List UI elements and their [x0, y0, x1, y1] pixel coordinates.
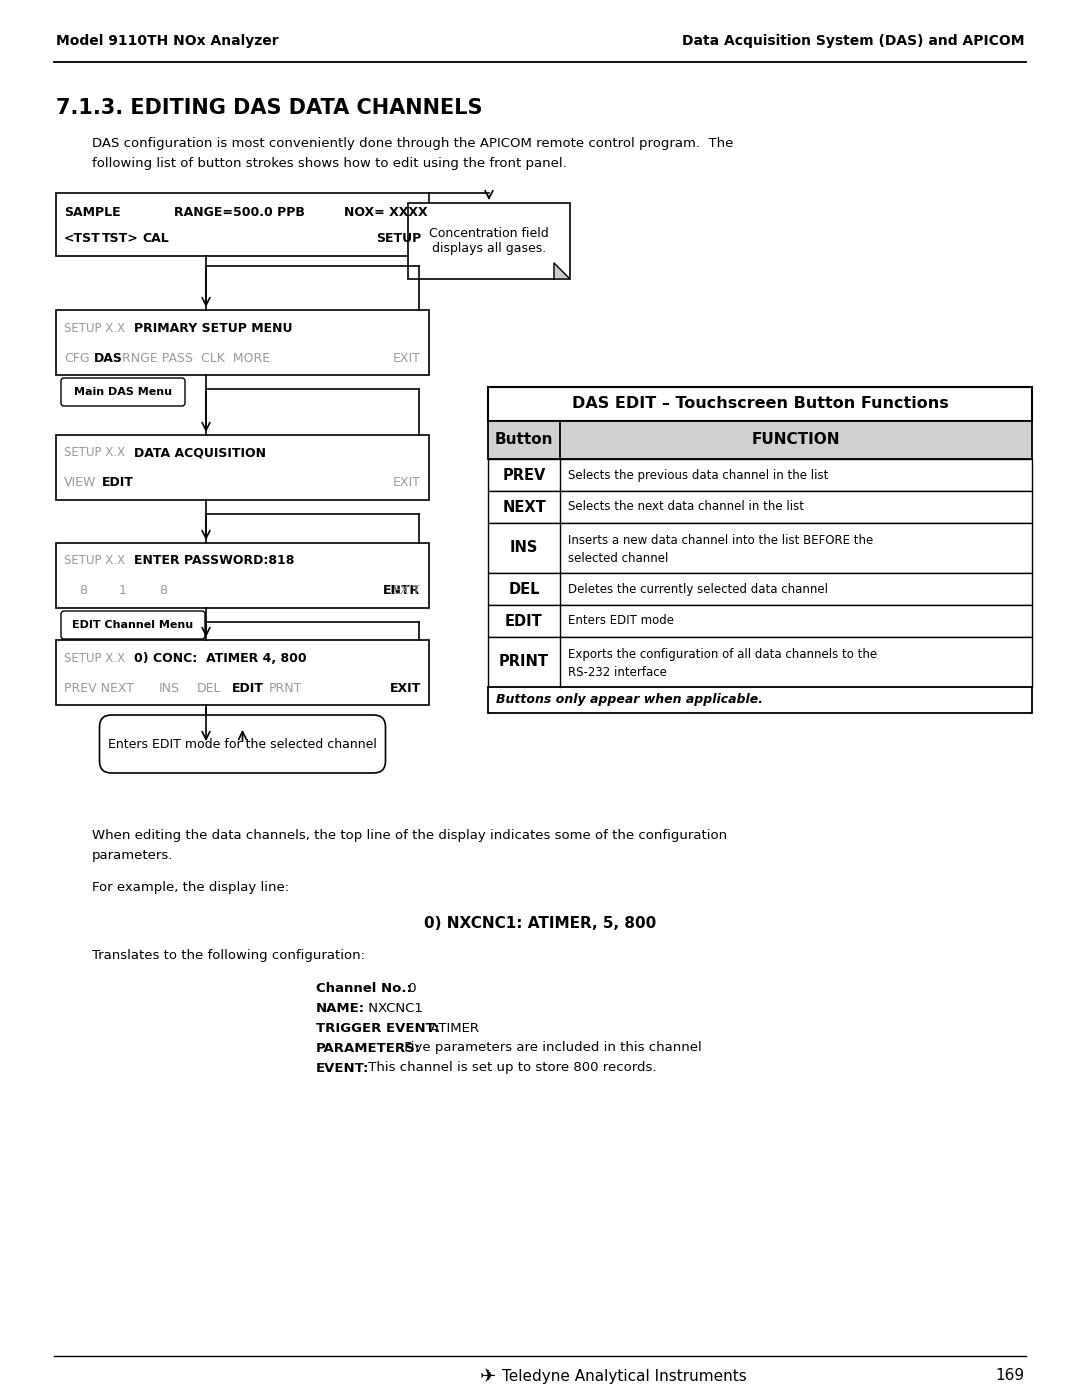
Text: INS: INS [510, 541, 538, 556]
Text: 8: 8 [159, 584, 167, 598]
Text: following list of button strokes shows how to edit using the front panel.: following list of button strokes shows h… [92, 156, 567, 169]
Text: Deletes the currently selected data channel: Deletes the currently selected data chan… [568, 583, 828, 595]
Text: NOX= XXXX: NOX= XXXX [345, 205, 428, 218]
Text: Button: Button [495, 433, 553, 447]
Text: ✈: ✈ [480, 1366, 496, 1386]
Text: DATA ACQUISITION: DATA ACQUISITION [134, 447, 266, 460]
Bar [488, 387, 1032, 420]
Text: Data Acquisition System (DAS) and APICOM: Data Acquisition System (DAS) and APICOM [681, 34, 1024, 47]
Polygon shape [554, 263, 570, 279]
Bar [56, 543, 429, 608]
Text: EXIT: EXIT [393, 352, 421, 365]
FancyBboxPatch shape [99, 715, 386, 773]
Text: Buttons only appear when applicable.: Buttons only appear when applicable. [496, 693, 762, 707]
Bar [56, 434, 429, 500]
Text: 169: 169 [995, 1369, 1024, 1383]
Text: DEL: DEL [509, 581, 540, 597]
Text: SETUP X.X: SETUP X.X [64, 321, 125, 334]
Text: 0) CONC:  ATIMER 4, 800: 0) CONC: ATIMER 4, 800 [134, 651, 307, 665]
Text: SETUP X.X: SETUP X.X [64, 555, 125, 567]
Text: DAS: DAS [94, 352, 123, 365]
Text: DEL: DEL [197, 682, 221, 694]
Text: TRIGGER EVENT:: TRIGGER EVENT: [316, 1021, 440, 1035]
Text: Main DAS Menu: Main DAS Menu [75, 387, 172, 397]
Text: FUNCTION: FUNCTION [752, 433, 840, 447]
Text: EXIT: EXIT [393, 476, 421, 489]
Text: 1: 1 [119, 584, 126, 598]
Text: Channel No.:: Channel No.: [316, 982, 411, 995]
Text: parameters.: parameters. [92, 848, 174, 862]
Text: RS-232 interface: RS-232 interface [568, 665, 666, 679]
Text: RNGE PASS  CLK  MORE: RNGE PASS CLK MORE [122, 352, 270, 365]
Text: PARAMETERS:: PARAMETERS: [316, 1042, 421, 1055]
Text: PREV: PREV [502, 468, 545, 482]
Text: 8: 8 [79, 584, 87, 598]
Text: SAMPLE: SAMPLE [64, 205, 121, 218]
Bar [56, 193, 429, 256]
Text: 7.1.3. EDITING DAS DATA CHANNELS: 7.1.3. EDITING DAS DATA CHANNELS [56, 98, 483, 117]
Bar [488, 460, 1032, 490]
Text: Selects the next data channel in the list: Selects the next data channel in the lis… [568, 500, 804, 514]
Text: TST>: TST> [102, 232, 138, 246]
Text: SETUP X.X: SETUP X.X [64, 447, 125, 460]
Text: Concentration field
displays all gases.: Concentration field displays all gases. [429, 226, 549, 256]
Bar [56, 310, 429, 374]
Text: This channel is set up to store 800 records.: This channel is set up to store 800 reco… [364, 1062, 657, 1074]
Bar [488, 637, 1032, 687]
Text: DAS configuration is most conveniently done through the APICOM remote control pr: DAS configuration is most conveniently d… [92, 137, 733, 149]
Text: Five parameters are included in this channel: Five parameters are included in this cha… [400, 1042, 702, 1055]
Text: When editing the data channels, the top line of the display indicates some of th: When editing the data channels, the top … [92, 830, 727, 842]
Text: Selects the previous data channel in the list: Selects the previous data channel in the… [568, 468, 828, 482]
FancyBboxPatch shape [60, 379, 185, 407]
Text: PRIMARY SETUP MENU: PRIMARY SETUP MENU [134, 321, 293, 334]
Text: CFG: CFG [64, 352, 90, 365]
Text: ENTR: ENTR [383, 584, 420, 598]
Text: NAME:: NAME: [316, 1002, 365, 1014]
Text: EXIT: EXIT [390, 682, 421, 694]
FancyBboxPatch shape [60, 610, 205, 638]
Text: Model 9110TH NOx Analyzer: Model 9110TH NOx Analyzer [56, 34, 279, 47]
Text: EDIT: EDIT [232, 682, 264, 694]
Text: Enters EDIT mode for the selected channel: Enters EDIT mode for the selected channe… [108, 738, 377, 750]
Bar [488, 490, 1032, 522]
Bar [56, 640, 429, 705]
Text: SETUP X.X: SETUP X.X [64, 651, 125, 665]
Text: SETUP: SETUP [376, 232, 421, 246]
Text: For example, the display line:: For example, the display line: [92, 882, 289, 894]
Text: Inserts a new data channel into the list BEFORE the: Inserts a new data channel into the list… [568, 534, 874, 548]
Text: EXIT: EXIT [393, 584, 421, 598]
Text: 0: 0 [404, 982, 417, 995]
Text: ENTER PASSWORD:818: ENTER PASSWORD:818 [134, 555, 295, 567]
Bar [408, 203, 570, 279]
Text: Teledyne Analytical Instruments: Teledyne Analytical Instruments [502, 1369, 746, 1383]
Text: 0) NXCNC1: ATIMER, 5, 800: 0) NXCNC1: ATIMER, 5, 800 [423, 916, 657, 932]
Text: CAL: CAL [141, 232, 168, 246]
Bar [488, 605, 1032, 637]
Text: Translates to the following configuration:: Translates to the following configuratio… [92, 950, 365, 963]
Text: PREV NEXT: PREV NEXT [64, 682, 134, 694]
Bar [488, 573, 1032, 605]
Text: selected channel: selected channel [568, 552, 669, 564]
Text: PRNT: PRNT [269, 682, 302, 694]
Bar [488, 687, 1032, 712]
Text: EVENT:: EVENT: [316, 1062, 369, 1074]
Text: PRINT: PRINT [499, 655, 549, 669]
Text: INS: INS [159, 682, 180, 694]
Text: Enters EDIT mode: Enters EDIT mode [568, 615, 674, 627]
Bar [488, 420, 1032, 460]
Text: NEXT: NEXT [502, 500, 545, 514]
Text: VIEW: VIEW [64, 476, 96, 489]
Text: <TST: <TST [64, 232, 100, 246]
Text: EDIT: EDIT [102, 476, 134, 489]
Text: DAS EDIT – Touchscreen Button Functions: DAS EDIT – Touchscreen Button Functions [571, 397, 948, 412]
Text: EDIT Channel Menu: EDIT Channel Menu [72, 620, 193, 630]
Text: ATIMER: ATIMER [426, 1021, 480, 1035]
Bar [488, 522, 1032, 573]
Text: EDIT: EDIT [505, 613, 543, 629]
Text: Exports the configuration of all data channels to the: Exports the configuration of all data ch… [568, 648, 877, 661]
Text: RANGE=500.0 PPB: RANGE=500.0 PPB [174, 205, 305, 218]
Text: NXCNC1: NXCNC1 [364, 1002, 423, 1014]
